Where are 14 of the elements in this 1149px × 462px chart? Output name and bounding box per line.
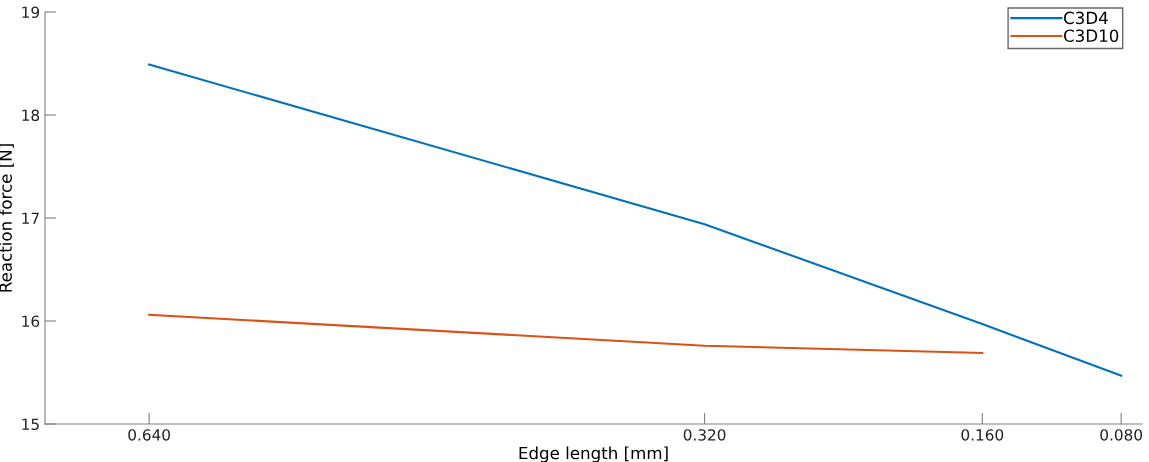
- x-tick-label: 0.320: [683, 429, 726, 441]
- y-tick-label: 19: [22, 6, 40, 19]
- x-tick-label: 0.160: [961, 429, 1004, 441]
- x-axis-title: Edge length [mm]: [519, 446, 668, 462]
- legend-label: C3D4: [1064, 11, 1108, 25]
- y-tick-label: 16: [22, 315, 40, 328]
- y-tick-label: 18: [22, 109, 40, 122]
- x-tick-label: 0.080: [1100, 429, 1143, 441]
- x-tick-label: 0.640: [128, 429, 170, 441]
- y-axis-title: Reaction force [N]: [0, 144, 14, 292]
- line-series: [148, 63, 1123, 377]
- legend-label: C3D10: [1064, 29, 1119, 42]
- y-tick-label: 15: [22, 418, 39, 431]
- y-tick-label: 17: [22, 212, 39, 224]
